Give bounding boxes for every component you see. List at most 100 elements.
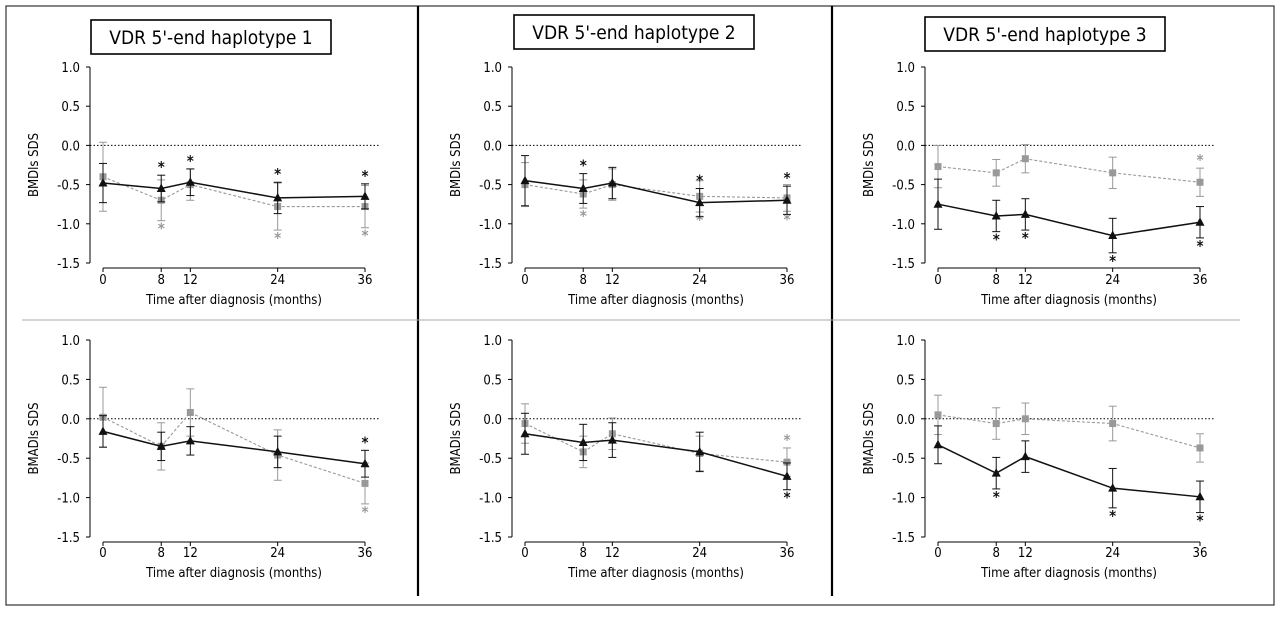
series-line-gray xyxy=(102,176,365,208)
data-point-square xyxy=(1196,444,1204,452)
data-point-square xyxy=(1196,178,1204,186)
x-tick-label: 8 xyxy=(579,546,586,561)
significance-star: * xyxy=(361,227,368,245)
x-axis-label: Time after diagnosis (months) xyxy=(145,293,322,308)
y-tick-label: 0.5 xyxy=(61,100,80,115)
data-point-triangle xyxy=(782,471,792,480)
y-tick-label: 1.0 xyxy=(61,61,80,76)
significance-star: * xyxy=(783,169,790,187)
significance-star: * xyxy=(783,489,790,507)
y-tick-label: 1.0 xyxy=(483,334,502,349)
x-tick-label: 36 xyxy=(358,546,373,561)
significance-star: * xyxy=(783,431,790,449)
x-tick-label: 0 xyxy=(521,546,528,561)
x-tick-label: 12 xyxy=(605,546,620,561)
significance-star: * xyxy=(158,220,165,238)
data-point-triangle xyxy=(185,435,195,445)
y-tick-label: 1.0 xyxy=(896,334,915,349)
x-tick-label: 0 xyxy=(934,546,941,561)
series-line-gray xyxy=(524,184,788,199)
y-axis-label: BMADls SDS xyxy=(862,402,877,474)
data-point-square xyxy=(992,169,1000,177)
series-line-black xyxy=(524,179,788,204)
panel-title-box xyxy=(513,14,755,50)
x-tick-label: 8 xyxy=(157,546,164,561)
y-tick-label: 0.0 xyxy=(483,139,502,154)
data-point-square xyxy=(361,479,369,487)
x-axis-label: Time after diagnosis (months) xyxy=(980,566,1157,581)
significance-star: * xyxy=(580,157,587,175)
data-point-square xyxy=(186,408,194,416)
series-black: * * * xyxy=(933,425,1205,530)
data-point-triangle xyxy=(1195,491,1205,501)
x-tick-label: 24 xyxy=(1105,546,1120,561)
significance-star: * xyxy=(696,211,703,229)
x-tick-label: 12 xyxy=(1018,546,1033,561)
chart-panel-1: VDR 5'-end haplotype 1 1.0 0.5 0.0 -0.5 -1.0 -… xyxy=(27,19,380,308)
significance-star: * xyxy=(361,167,368,185)
data-point-square xyxy=(1021,155,1029,163)
data-point-triangle xyxy=(185,177,195,186)
x-tick-label: 36 xyxy=(358,273,373,288)
series-gray: * xyxy=(934,144,1204,197)
y-tick-label: 0.5 xyxy=(896,100,915,115)
series-gray: * * * xyxy=(99,141,369,247)
chart-panel-3: VDR 5'-end haplotype 3 1.0 0.5 0.0 -0.5 -1.0 -… xyxy=(862,16,1215,308)
data-point-triangle xyxy=(1020,209,1030,218)
y-tick-label: -1.5 xyxy=(57,531,80,546)
x-tick-label: 0 xyxy=(99,546,106,561)
y-axis-label: BMDls SDS xyxy=(449,133,464,197)
data-point-triangle xyxy=(607,435,617,444)
data-point-triangle xyxy=(1020,451,1030,461)
significance-star: * xyxy=(580,207,587,225)
y-tick-label: 1.0 xyxy=(483,61,502,76)
data-point-triangle xyxy=(98,178,108,187)
panel-title: VDR 5'-end haplotype 1 xyxy=(109,27,312,49)
significance-star: * xyxy=(361,503,368,521)
series-black: * * * * xyxy=(98,152,370,215)
significance-star: * xyxy=(158,158,165,176)
data-point-square xyxy=(934,411,942,419)
significance-star: * xyxy=(1022,229,1029,247)
x-axis-label: Time after diagnosis (months) xyxy=(145,566,322,581)
panel-title-box xyxy=(90,19,332,55)
x-tick-label: 36 xyxy=(1193,546,1208,561)
y-tick-label: -1.0 xyxy=(57,218,80,233)
x-axis-label: Time after diagnosis (months) xyxy=(567,293,744,308)
data-point-triangle xyxy=(695,446,705,456)
y-tick-label: -0.5 xyxy=(479,452,502,467)
data-point-triangle xyxy=(578,183,588,193)
significance-star: * xyxy=(1196,151,1203,169)
y-tick-label: 0.5 xyxy=(483,373,502,388)
data-point-triangle xyxy=(273,192,283,202)
y-tick-label: -1.5 xyxy=(892,531,915,546)
series-line-black xyxy=(524,433,788,478)
y-tick-label: -1.0 xyxy=(57,492,80,507)
significance-star: * xyxy=(1196,512,1203,530)
series-black: * xyxy=(520,412,792,507)
y-tick-label: -0.5 xyxy=(479,179,502,194)
panel-title: VDR 5'-end haplotype 2 xyxy=(532,22,735,44)
y-tick-label: 1.0 xyxy=(896,61,915,76)
significance-star: * xyxy=(1109,252,1116,270)
series-line-gray xyxy=(524,423,788,463)
chart-panel-4: 1.0 0.5 0.0 -0.5 -1.0 -1.5 BMADls SDS 0 8 12 24 36 T… xyxy=(27,334,380,581)
data-point-triangle xyxy=(273,446,283,456)
y-tick-label: 0.0 xyxy=(61,139,80,154)
data-point-triangle xyxy=(98,426,108,435)
significance-star: * xyxy=(361,433,368,451)
series-gray xyxy=(934,394,1204,463)
x-axis-label: Time after diagnosis (months) xyxy=(980,293,1157,308)
data-point-triangle xyxy=(933,199,943,208)
y-axis-label: BMDls SDS xyxy=(27,133,42,197)
series-line-black xyxy=(102,430,366,465)
data-point-square xyxy=(934,163,942,171)
x-tick-label: 0 xyxy=(521,273,528,288)
significance-star: * xyxy=(993,488,1000,506)
y-tick-label: -1.0 xyxy=(479,218,502,233)
series-black: * * * xyxy=(520,155,792,218)
series-black: * xyxy=(98,415,370,478)
figure-frame xyxy=(5,5,1275,606)
x-tick-label: 24 xyxy=(1105,273,1120,288)
